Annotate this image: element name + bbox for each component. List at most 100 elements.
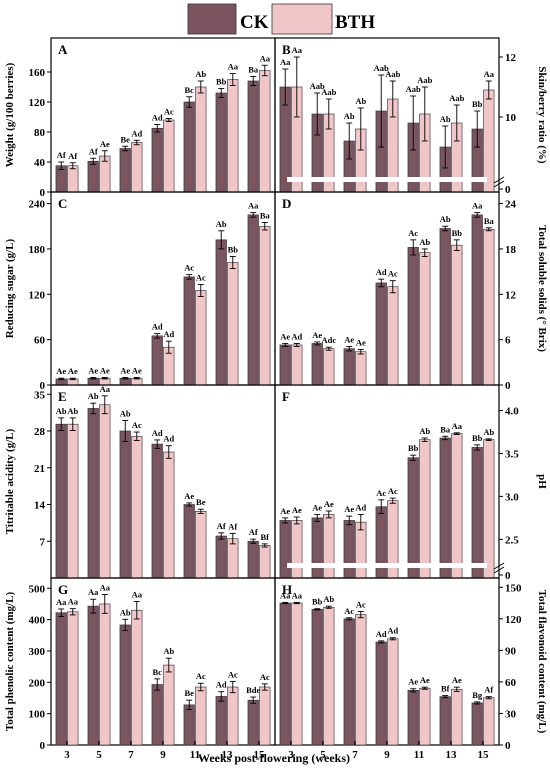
panel-h-xtick-label-11: 11	[414, 749, 424, 761]
panel-d-bar-bth-5	[323, 348, 335, 386]
panel-h-sig-label-bth-9: Ad	[387, 626, 398, 636]
panel-g-sig-label-ck-9: Bc	[152, 667, 162, 677]
panel-e-sig-label-bth-9: Ad	[163, 434, 174, 444]
panel-a-letter: A	[58, 42, 68, 57]
panel-c-sig-label-bth-11: Ac	[196, 272, 206, 282]
panel-h-y-axis-title: Total flavonoid content (mg/L)	[536, 590, 548, 734]
panel-h-bar-ck-11	[407, 690, 419, 746]
panel-e-frame	[50, 384, 276, 579]
panel-c-bar-ck-9	[151, 335, 163, 386]
panel-e-sig-label-ck-9: Ad	[152, 428, 163, 438]
panel-d-y-axis-title: Total soluble solids (° Brix)	[536, 225, 548, 352]
panel-e-ytick-label-3: 28	[34, 426, 46, 438]
panel-h-sig-label-bth-11: Ae	[420, 675, 430, 685]
panel-h-xtick-label-13: 13	[446, 749, 458, 761]
panel-a-bar-bth-13	[227, 79, 239, 193]
panel-f-ytick-label-0: 0	[505, 570, 511, 582]
panel-c-letter: C	[58, 196, 67, 211]
panel-a-ytick-label-4: 160	[29, 67, 46, 79]
panel-h-bar-bth-9	[387, 638, 399, 746]
panel-e-y-axis-title: Titritable acidity (g/L)	[4, 428, 16, 534]
panel-d-sig-label-bth-3: Ad	[291, 331, 302, 341]
panel-d-letter: D	[282, 196, 291, 211]
panel-b-ytick-label-0: 0	[505, 184, 511, 196]
panel-g-xtick-label-7: 7	[128, 749, 134, 761]
panel-e-sig-label-bth-5: Aa	[100, 384, 111, 394]
panel-e-bar-bth-7	[131, 435, 143, 579]
panel-a-sig-label-bth-11: Ab	[195, 69, 206, 79]
panel-h-sig-label-bth-7: Ac	[356, 599, 366, 609]
panel-b: BAaAabAbAabAabAbBbAaAabAbAabAabAabAa0101…	[274, 37, 548, 196]
panel-d-bar-ck-11	[407, 247, 419, 386]
panel-b-sig-label-bth-3: Aa	[292, 45, 303, 55]
panel-h-sig-label-ck-13: Bf	[441, 684, 450, 694]
panel-g-sig-label-ck-11: Be	[184, 688, 194, 698]
panel-f-bar-bth-11	[419, 439, 431, 579]
panel-a-sig-label-ck-9: Ad	[152, 113, 163, 123]
panel-a-sig-label-bth-13: Aa	[228, 62, 239, 72]
panel-f-axis-break-band	[287, 563, 487, 568]
panel-h-sig-label-ck-5: Bb	[312, 597, 323, 607]
panel-d-bar-bth-15	[483, 228, 495, 386]
panel-e-bar-ck-11	[183, 504, 195, 579]
panel-g-frame	[50, 577, 276, 746]
panel-c-ytick-label-2: 120	[29, 289, 46, 301]
panel-h-xtick-label-15: 15	[478, 749, 490, 761]
panel-d-sig-label-ck-13: Ab	[440, 214, 451, 224]
panel-f-ytick-label-3: 3.5	[505, 448, 519, 460]
panel-c-sig-label-ck-15: Aa	[248, 201, 259, 211]
panel-e-sig-label-ck-15: Af	[249, 527, 258, 537]
panel-b-axis-break-band	[287, 177, 487, 182]
legend-swatch-bth	[271, 3, 333, 35]
panel-h-sig-label-ck-3: Aa	[280, 590, 291, 600]
panel-f-bar-ck-7	[343, 520, 355, 579]
panel-g-ytick-label-1: 100	[29, 709, 46, 721]
panel-b-sig-label-bth-5: Aab	[321, 87, 336, 97]
panel-d-bar-ck-7	[343, 348, 355, 386]
panel-g-sig-label-ck-5: Aa	[88, 587, 99, 597]
panel-f-sig-label-ck-3: Ae	[280, 506, 290, 516]
panel-g-bar-bth-7	[131, 609, 143, 746]
panel-d-bar-ck-15	[471, 214, 483, 386]
panel-h-xtick-label-7: 7	[352, 749, 358, 761]
panel-h-bar-bth-13	[451, 688, 463, 746]
legend-swatch-ck	[187, 3, 237, 35]
panel-f-bar-bth-5	[323, 514, 335, 579]
panel-e-letter: E	[58, 389, 67, 404]
panel-f-bar-ck-15	[471, 447, 483, 579]
panel-f-bar-bth-13	[451, 433, 463, 579]
panel-h-bar-ck-13	[439, 696, 451, 746]
panel-b-sig-label-ck-9: Aab	[374, 63, 389, 73]
panel-e-bar-ck-3	[55, 423, 67, 579]
panel-e-bar-bth-5	[99, 404, 111, 579]
panel-a-ytick-label-1: 40	[34, 157, 46, 169]
panel-f-bar-bth-15	[483, 439, 495, 579]
panel-g-bar-bth-9	[163, 664, 175, 746]
panel-h-bar-bth-3	[291, 602, 303, 746]
panel-d-sig-label-ck-9: Ad	[376, 267, 387, 277]
panel-g-ytick-label-3: 300	[29, 646, 46, 658]
panel-f-sig-label-bth-3: Ae	[292, 505, 302, 515]
panel-d-ytick-label-2: 12	[505, 289, 517, 301]
panel-g-sig-label-ck-3: Aa	[56, 597, 67, 607]
panel-a-sig-label-bth-15: Aa	[260, 53, 271, 63]
panel-c-bar-bth-15	[259, 225, 271, 386]
panel-a-bar-ck-5	[87, 160, 99, 193]
panel-c-y-axis-title: Reducing sugar (g/L)	[4, 238, 16, 338]
panel-e-bar-bth-11	[195, 511, 207, 579]
panel-e: EAbAbAbAdAeAfAfAbAaAcAdBeAfBf714212835Ti…	[4, 384, 276, 579]
panel-d-sig-label-ck-5: Ae	[312, 330, 322, 340]
panel-a-sig-label-ck-13: Bb	[216, 77, 227, 87]
panel-b-sig-label-ck-7: Ab	[344, 111, 355, 121]
panel-e-sig-label-bth-7: Ac	[132, 420, 142, 430]
panel-g-bar-bth-13	[227, 686, 239, 746]
panel-d-frame	[274, 191, 500, 386]
panel-d-bar-bth-9	[387, 286, 399, 386]
panel-g-bar-bth-11	[195, 686, 207, 746]
panel-a-ytick-label-2: 80	[34, 127, 46, 139]
panel-c-ytick-label-1: 60	[34, 335, 46, 347]
legend-label-ck: CK	[240, 12, 269, 33]
panel-f-ytick-label-1: 2.5	[505, 534, 519, 546]
panel-d-ytick-label-3: 18	[505, 244, 517, 256]
panel-c-bar-bth-13	[227, 262, 239, 386]
